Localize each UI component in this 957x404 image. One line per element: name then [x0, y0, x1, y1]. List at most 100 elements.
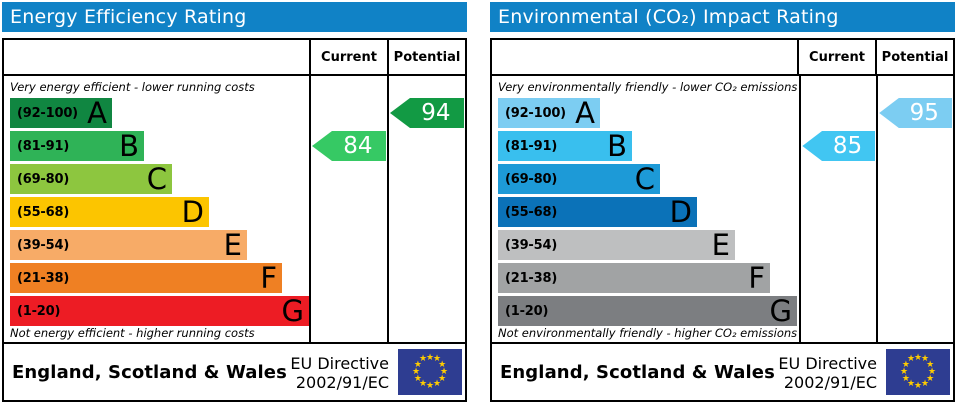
- energy-efficiency-table: Current Potential Very energy efficient …: [2, 38, 467, 402]
- band-d-range: (55-68): [505, 204, 558, 220]
- band-f-range: (21-38): [505, 270, 558, 286]
- band-row-b: (81-91) B: [498, 131, 799, 164]
- top-scale-note: Very energy efficient - lower running co…: [10, 80, 255, 94]
- rating-bands: (92-100) A (81-91) B (69: [10, 98, 309, 329]
- eu-star-icon: ★: [425, 352, 435, 363]
- band-d-bar: (55-68) D: [498, 197, 697, 227]
- band-b-range: (81-91): [17, 138, 70, 154]
- current-rating-value: 85: [832, 133, 863, 159]
- potential-rating-arrow: 94: [390, 98, 464, 128]
- footer-directive-label: EU Directive 2002/91/EC: [290, 352, 389, 392]
- eu-star-icon: ★: [913, 380, 923, 391]
- table-header-row: Current Potential: [492, 40, 953, 76]
- band-row-c: (69-80) C: [10, 164, 309, 197]
- eu-star-icon: ★: [920, 354, 930, 365]
- band-c-letter: C: [634, 162, 655, 196]
- band-d-bar: (55-68) D: [10, 197, 209, 227]
- rating-bands: (92-100) A (81-91) B (69: [498, 98, 799, 329]
- eu-star-icon: ★: [906, 378, 916, 389]
- current-header-cell: Current: [797, 40, 875, 74]
- eu-star-icon: ★: [411, 366, 421, 377]
- top-scale-note: Very environmentally friendly - lower CO…: [498, 80, 798, 94]
- band-row-a: (92-100) A: [498, 98, 799, 131]
- band-row-f: (21-38) F: [498, 263, 799, 296]
- eu-star-icon: ★: [899, 366, 909, 377]
- current-header-cell: Current: [309, 40, 387, 74]
- band-a-range: (92-100): [505, 105, 566, 121]
- bands-column: Very environmentally friendly - lower CO…: [492, 76, 799, 342]
- band-g-range: (1-20): [505, 303, 549, 319]
- band-f-letter: F: [260, 261, 277, 295]
- eu-star-icon: ★: [901, 359, 910, 370]
- band-row-g: (1-20) G: [10, 296, 309, 329]
- current-value-column: 85: [799, 76, 876, 342]
- eu-star-icon: ★: [906, 354, 916, 365]
- band-e-range: (39-54): [505, 237, 558, 253]
- table-footer-row: England, Scotland & Wales EU Directive 2…: [4, 342, 465, 400]
- eu-star-icon: ★: [418, 354, 428, 365]
- band-a-letter: A: [575, 96, 595, 130]
- header-spacer-cell: [4, 40, 309, 74]
- current-value-column: 84: [309, 76, 387, 342]
- band-b-range: (81-91): [505, 138, 558, 154]
- eu-star-icon: ★: [438, 373, 447, 384]
- band-g-letter: G: [769, 294, 792, 328]
- directive-line-1: EU Directive: [290, 354, 389, 373]
- footer-region-label: England, Scotland & Wales: [12, 361, 287, 383]
- eu-flag-icon: ★ ★ ★ ★ ★ ★ ★ ★ ★ ★ ★ ★: [398, 349, 462, 395]
- eu-star-icon: ★: [413, 373, 422, 384]
- band-d-letter: D: [181, 195, 204, 229]
- eu-star-icon: ★: [432, 378, 442, 389]
- band-row-e: (39-54) E: [498, 230, 799, 263]
- eu-star-icon: ★: [926, 359, 935, 370]
- band-a-letter: A: [87, 96, 107, 130]
- band-f-bar: (21-38) F: [498, 263, 770, 293]
- band-row-c: (69-80) C: [498, 164, 799, 197]
- environmental-impact-panel: Environmental (CO₂) Impact Rating Curren…: [490, 2, 955, 402]
- eu-star-icon: ★: [901, 373, 910, 384]
- current-column-label: Current: [809, 49, 865, 65]
- band-g-bar: (1-20) G: [10, 296, 309, 326]
- band-e-letter: E: [711, 228, 730, 262]
- directive-line-2: 2002/91/EC: [783, 373, 877, 392]
- potential-column-label: Potential: [393, 49, 461, 65]
- table-body-row: Very energy efficient - lower running co…: [4, 76, 465, 342]
- band-row-a: (92-100) A: [10, 98, 309, 131]
- eu-star-icon: ★: [439, 366, 449, 377]
- band-a-bar: (92-100) A: [10, 98, 112, 128]
- footer-region-label: England, Scotland & Wales: [500, 361, 775, 383]
- eu-star-icon: ★: [438, 359, 447, 370]
- eu-star-icon: ★: [926, 373, 935, 384]
- environmental-impact-title: Environmental (CO₂) Impact Rating: [490, 2, 955, 32]
- band-row-e: (39-54) E: [10, 230, 309, 263]
- current-rating-value: 84: [343, 133, 373, 159]
- band-a-range: (92-100): [17, 105, 78, 121]
- band-c-range: (69-80): [17, 171, 70, 187]
- potential-value-column: 94: [387, 76, 465, 342]
- band-c-bar: (69-80) C: [498, 164, 660, 194]
- potential-header-cell: Potential: [875, 40, 953, 74]
- band-row-d: (55-68) D: [498, 197, 799, 230]
- eu-star-icon: ★: [920, 378, 930, 389]
- band-b-bar: (81-91) B: [498, 131, 632, 161]
- header-spacer-cell: [492, 40, 797, 74]
- band-row-d: (55-68) D: [10, 197, 309, 230]
- band-g-letter: G: [281, 294, 304, 328]
- directive-line-1: EU Directive: [778, 354, 877, 373]
- band-e-bar: (39-54) E: [498, 230, 735, 260]
- band-f-letter: F: [748, 261, 765, 295]
- band-b-bar: (81-91) B: [10, 131, 144, 161]
- eu-flag-icon: ★ ★ ★ ★ ★ ★ ★ ★ ★ ★ ★ ★: [886, 349, 950, 395]
- potential-value-column: 95: [876, 76, 953, 342]
- eu-star-icon: ★: [927, 366, 937, 377]
- eu-star-icon: ★: [413, 359, 422, 370]
- potential-header-cell: Potential: [387, 40, 465, 74]
- directive-line-2: 2002/91/EC: [295, 373, 389, 392]
- band-e-bar: (39-54) E: [10, 230, 247, 260]
- band-e-letter: E: [223, 228, 242, 262]
- table-body-row: Very environmentally friendly - lower CO…: [492, 76, 953, 342]
- band-row-f: (21-38) F: [10, 263, 309, 296]
- potential-rating-value: 95: [909, 100, 939, 126]
- footer-directive-label: EU Directive 2002/91/EC: [778, 352, 877, 392]
